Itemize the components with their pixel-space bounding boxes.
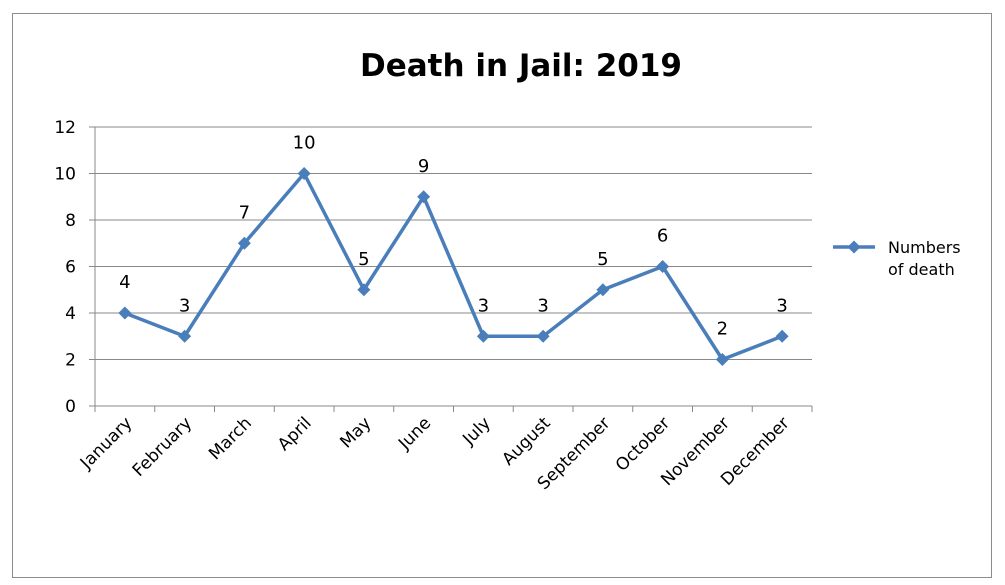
y-axis-ticks: 0 2 4 6 8 10 12 — [54, 118, 76, 417]
legend-label: Numbers — [888, 238, 961, 257]
data-label: 6 — [657, 226, 668, 247]
data-label: 7 — [239, 202, 250, 223]
x-tick-label: May — [336, 413, 375, 452]
data-point-marker — [715, 353, 729, 366]
x-tick-label: October — [612, 413, 674, 475]
axes — [89, 126, 813, 412]
x-tick-label: January — [76, 413, 136, 473]
data-point-marker — [118, 306, 132, 320]
y-tick-label: 12 — [54, 118, 76, 138]
data-label: 3 — [776, 295, 787, 316]
data-label: 5 — [358, 249, 369, 270]
data-label: 4 — [119, 272, 130, 293]
gridlines — [95, 126, 812, 360]
x-tick-label: July — [458, 413, 494, 449]
data-label: 5 — [597, 249, 608, 270]
x-tick-label: August — [498, 413, 554, 469]
data-point-marker — [476, 329, 490, 343]
data-label: 3 — [179, 295, 190, 316]
data-label: 9 — [418, 156, 429, 177]
data-point-marker — [596, 283, 610, 297]
data-point-marker — [178, 329, 192, 343]
data-labels: 4 3 7 10 5 9 3 3 5 6 2 3 — [119, 133, 788, 340]
x-tick-label: February — [129, 413, 196, 480]
data-point-marker — [357, 283, 371, 297]
data-point-marker — [536, 329, 550, 343]
data-point-marker — [237, 236, 251, 250]
data-point-marker — [417, 190, 431, 204]
data-point-marker — [297, 167, 311, 180]
series-numbers-of-death — [118, 167, 789, 366]
y-tick-label: 0 — [65, 397, 76, 417]
y-tick-label: 6 — [65, 258, 76, 278]
data-label: 3 — [478, 295, 489, 316]
legend-marker — [847, 240, 861, 254]
data-point-marker — [775, 329, 789, 343]
y-tick-label: 8 — [65, 211, 76, 231]
legend: Numbers of death — [833, 238, 961, 279]
data-label: 2 — [717, 319, 728, 340]
chart-title: Death in Jail: 2019 — [360, 48, 682, 84]
data-label: 3 — [537, 295, 548, 316]
data-point-marker — [656, 260, 670, 273]
chart-area — [12, 13, 992, 578]
data-label: 10 — [293, 133, 316, 154]
y-tick-label: 2 — [65, 351, 76, 371]
x-tick-label: April — [274, 413, 316, 455]
legend-label: of death — [888, 260, 955, 279]
series-line — [124, 171, 783, 362]
y-tick-label: 10 — [54, 165, 76, 185]
x-tick-label: March — [205, 413, 256, 464]
x-tick-label: June — [394, 413, 435, 454]
y-tick-label: 4 — [65, 304, 76, 324]
